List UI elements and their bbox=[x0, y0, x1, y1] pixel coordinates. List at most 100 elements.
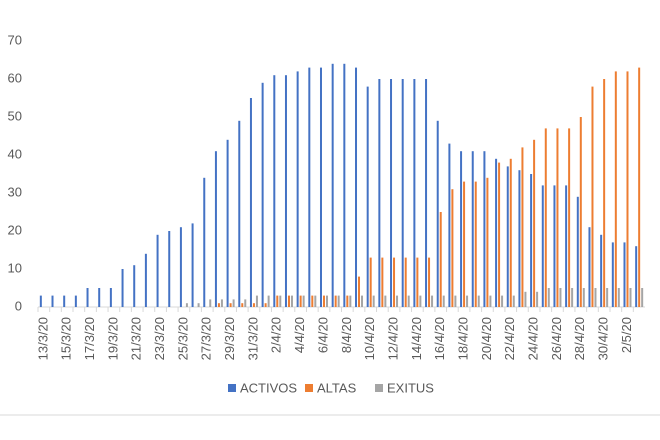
bar bbox=[63, 295, 66, 307]
y-tick-label: 40 bbox=[8, 146, 22, 161]
bar bbox=[86, 288, 89, 307]
bar bbox=[203, 177, 206, 307]
bar bbox=[393, 257, 396, 307]
bar bbox=[471, 151, 474, 307]
bar bbox=[404, 257, 407, 307]
x-tick-label: 31/3/20 bbox=[245, 317, 260, 360]
x-tick-label: 10/4/20 bbox=[362, 317, 377, 360]
bar bbox=[361, 295, 364, 307]
bar bbox=[606, 288, 609, 307]
bar bbox=[428, 257, 431, 307]
bar bbox=[378, 79, 381, 307]
x-tick-label: 22/4/20 bbox=[502, 317, 517, 360]
bar bbox=[489, 295, 492, 307]
bar bbox=[51, 295, 54, 307]
bar bbox=[565, 185, 568, 307]
bar bbox=[261, 82, 264, 307]
bar bbox=[384, 295, 387, 307]
x-tick-label: 20/4/20 bbox=[479, 317, 494, 360]
bar bbox=[603, 79, 606, 307]
bar bbox=[287, 295, 290, 307]
y-tick-label: 50 bbox=[8, 108, 22, 123]
bar bbox=[556, 128, 559, 307]
x-tick-label: 4/4/20 bbox=[292, 317, 307, 353]
bar bbox=[506, 166, 509, 307]
bar bbox=[439, 212, 442, 307]
bar bbox=[509, 158, 512, 307]
bar bbox=[197, 303, 200, 307]
x-tick-label: 14/4/20 bbox=[409, 317, 424, 360]
bar bbox=[349, 295, 352, 307]
y-tick-label: 60 bbox=[8, 70, 22, 85]
bar bbox=[334, 295, 337, 307]
bar bbox=[559, 288, 562, 307]
bar bbox=[267, 295, 270, 307]
bar bbox=[541, 185, 544, 307]
legend-swatch bbox=[305, 384, 313, 392]
bar bbox=[582, 288, 585, 307]
bar bbox=[238, 120, 241, 307]
bar bbox=[302, 295, 305, 307]
bar bbox=[229, 303, 232, 307]
bar bbox=[594, 288, 597, 307]
bar bbox=[121, 269, 124, 307]
bar bbox=[419, 295, 422, 307]
bar bbox=[226, 139, 229, 307]
legend-swatch bbox=[375, 384, 383, 392]
bar bbox=[401, 79, 404, 307]
bar bbox=[524, 291, 527, 307]
bar bbox=[460, 151, 463, 307]
bar bbox=[244, 299, 247, 307]
bar bbox=[331, 63, 334, 307]
bar bbox=[299, 295, 302, 307]
legend-label: ACTIVOS bbox=[240, 380, 297, 395]
bar bbox=[381, 257, 384, 307]
bar bbox=[501, 295, 504, 307]
x-tick-label: 23/3/20 bbox=[152, 317, 167, 360]
legend-label: EXITUS bbox=[387, 380, 434, 395]
bar bbox=[474, 181, 477, 307]
x-tick-label: 12/4/20 bbox=[385, 317, 400, 360]
bar bbox=[273, 75, 276, 307]
x-tick-label: 8/4/20 bbox=[339, 317, 354, 353]
bar bbox=[290, 295, 293, 307]
bar bbox=[264, 303, 267, 307]
bar bbox=[346, 295, 349, 307]
x-tick-label: 26/4/20 bbox=[549, 317, 564, 360]
bar bbox=[466, 295, 469, 307]
x-tick-label: 2/4/20 bbox=[269, 317, 284, 353]
bar bbox=[495, 158, 498, 307]
bar bbox=[296, 71, 299, 308]
bar bbox=[451, 189, 454, 307]
x-tick-label: 2/5/20 bbox=[619, 317, 634, 353]
bar bbox=[448, 143, 451, 307]
bar bbox=[425, 79, 428, 307]
bar bbox=[325, 295, 328, 307]
bar bbox=[553, 185, 556, 307]
bar bbox=[568, 128, 571, 307]
x-tick-label: 17/3/20 bbox=[82, 317, 97, 360]
x-tick-label: 28/4/20 bbox=[572, 317, 587, 360]
x-tick-label: 13/3/20 bbox=[35, 317, 50, 360]
bar bbox=[358, 276, 361, 307]
bar bbox=[536, 291, 539, 307]
bar bbox=[611, 242, 614, 307]
bar bbox=[74, 295, 77, 307]
bar bbox=[372, 295, 375, 307]
x-tick-label: 25/3/20 bbox=[175, 317, 190, 360]
x-tick-label: 18/4/20 bbox=[456, 317, 471, 360]
bar bbox=[544, 128, 547, 307]
bar bbox=[547, 288, 550, 307]
bar bbox=[442, 295, 445, 307]
y-tick-label: 0 bbox=[15, 298, 22, 313]
bar bbox=[483, 151, 486, 307]
bar bbox=[413, 79, 416, 307]
bar bbox=[431, 295, 434, 307]
bar bbox=[314, 295, 317, 307]
bar bbox=[217, 303, 220, 307]
bar bbox=[512, 295, 515, 307]
bar bbox=[498, 162, 501, 307]
bar bbox=[626, 71, 629, 308]
bar bbox=[579, 117, 582, 307]
y-tick-label: 70 bbox=[8, 32, 22, 47]
